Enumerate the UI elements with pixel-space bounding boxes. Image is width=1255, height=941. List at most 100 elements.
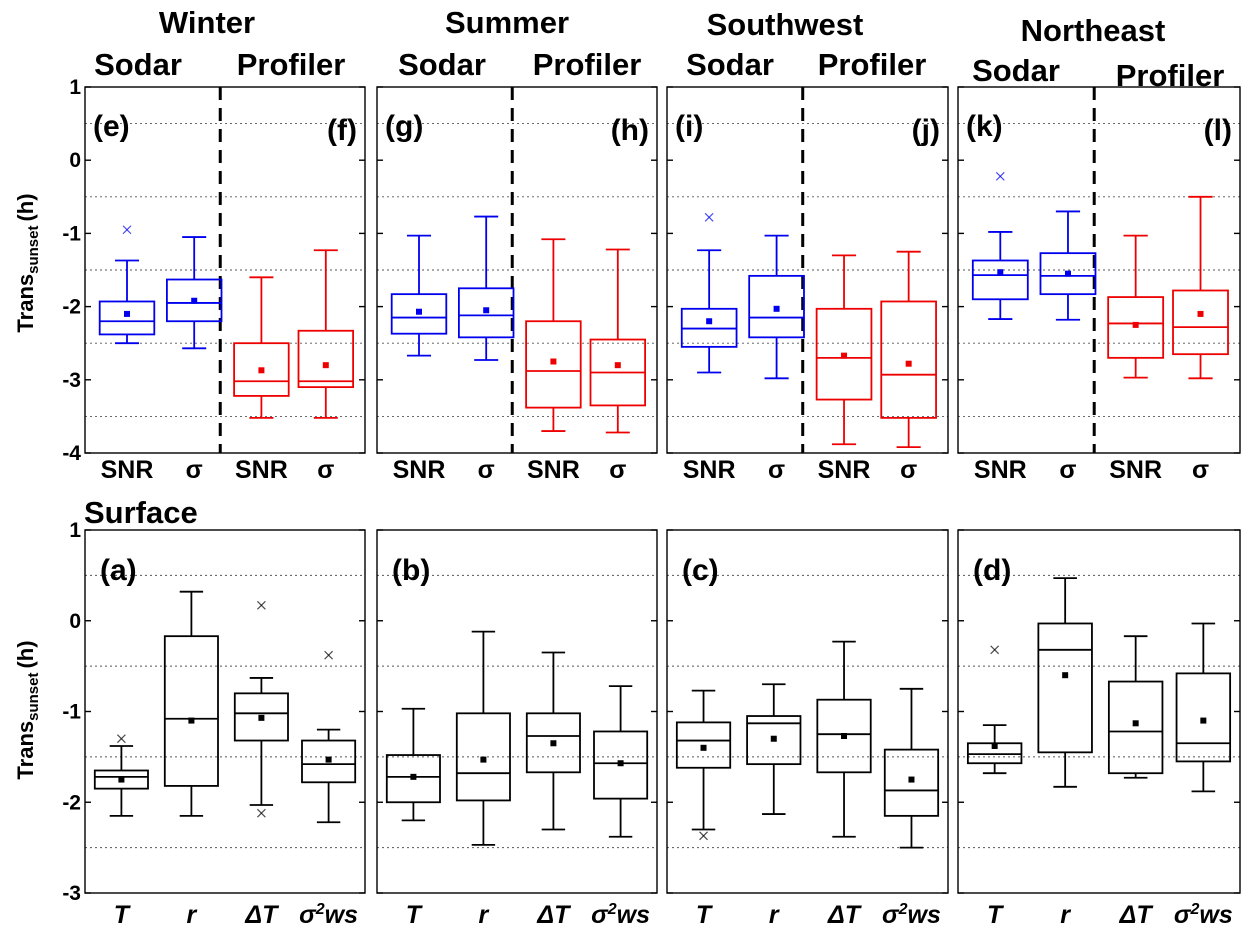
category-label: σ xyxy=(609,456,626,484)
category-label: σ xyxy=(478,456,495,484)
outlier-marker xyxy=(704,212,714,222)
category-label: σ xyxy=(768,456,785,484)
category-label: T xyxy=(987,901,1005,929)
category-label: T xyxy=(696,901,714,929)
category-label: r xyxy=(1060,901,1071,929)
mean-marker xyxy=(483,307,490,314)
category-label: σ2ws xyxy=(1174,901,1233,929)
mean-marker xyxy=(1064,270,1071,277)
mean-marker xyxy=(258,367,265,374)
category-label: σ2ws xyxy=(299,901,358,929)
iqr-box xyxy=(163,635,219,787)
y-tick-label: -4 xyxy=(62,442,81,465)
mean-marker xyxy=(841,733,848,740)
panel-label: (j) xyxy=(912,114,940,147)
mean-marker xyxy=(1132,720,1139,727)
mean-marker xyxy=(124,310,130,317)
iqr-box xyxy=(457,287,515,339)
category-label: SNR xyxy=(683,456,736,484)
mean-marker xyxy=(614,362,621,369)
box-4 xyxy=(1175,622,1232,793)
mean-marker xyxy=(1132,321,1139,328)
outlier-marker xyxy=(116,734,126,744)
y-tick-label: -2 xyxy=(62,296,81,319)
subtitle-sodar-northeast: Sodar xyxy=(972,53,1060,88)
iqr-box xyxy=(1175,672,1232,763)
mean-marker xyxy=(770,735,777,742)
panel-top-summer: (g) (h) SNR σ SNR σ xyxy=(376,86,658,484)
mean-marker xyxy=(480,756,487,763)
iqr-box xyxy=(971,259,1029,301)
subtitle-profiler-northeast: Profiler xyxy=(1116,58,1225,93)
mean-marker xyxy=(1062,672,1069,679)
box-1 xyxy=(966,645,1023,775)
y-tick-label: 0 xyxy=(69,610,81,633)
y-axis-label-top: Transsunset(h) xyxy=(13,193,42,332)
y-tick-label: 1 xyxy=(69,519,81,542)
iqr-box xyxy=(233,692,289,742)
panel-bottom-southwest: (c) T r ΔT σ2ws xyxy=(666,529,949,929)
outlier-marker xyxy=(995,171,1005,181)
iqr-box xyxy=(746,715,802,766)
category-label: SNR xyxy=(527,456,580,484)
box-1 xyxy=(390,234,448,357)
box-3 xyxy=(1107,635,1164,779)
y-tick-label: -2 xyxy=(62,791,81,814)
category-label: SNR xyxy=(974,456,1027,484)
mean-marker xyxy=(773,305,780,312)
iqr-box xyxy=(1039,252,1097,296)
panel-label: (d) xyxy=(973,554,1011,587)
category-label: r xyxy=(769,901,780,929)
box-1 xyxy=(385,707,441,822)
box-4 xyxy=(589,248,646,434)
box-4 xyxy=(301,650,357,824)
y-tick-label: -3 xyxy=(62,882,81,905)
box-2 xyxy=(748,234,805,380)
y-tick-label: 0 xyxy=(69,149,81,172)
iqr-box xyxy=(93,769,149,790)
iqr-box xyxy=(675,721,732,769)
iqr-box xyxy=(165,278,223,323)
panel-frame xyxy=(957,86,1241,454)
box-2 xyxy=(165,236,223,350)
iqr-box xyxy=(1172,289,1229,356)
mean-marker xyxy=(706,318,713,325)
subtitle-sodar-winter: Sodar xyxy=(94,47,182,82)
box-2 xyxy=(1037,577,1093,788)
season-title-winter: Winter xyxy=(159,5,255,40)
iqr-box xyxy=(455,712,511,802)
mean-marker xyxy=(841,352,848,359)
season-title-northeast: Northeast xyxy=(1021,13,1166,48)
iqr-box xyxy=(297,329,354,389)
box-1 xyxy=(971,171,1029,320)
box-1 xyxy=(680,212,738,374)
iqr-box xyxy=(1107,680,1164,775)
subtitle-profiler-southwest: Profiler xyxy=(818,47,927,82)
panel-label: (b) xyxy=(392,554,430,587)
box-4 xyxy=(593,685,649,838)
category-label: σ xyxy=(1192,456,1209,484)
category-label: r xyxy=(479,901,490,929)
outlier-marker xyxy=(256,600,266,610)
panel-label: (c) xyxy=(682,554,719,587)
mean-marker xyxy=(325,756,332,763)
iqr-box xyxy=(883,748,940,817)
category-label: SNR xyxy=(101,456,154,484)
category-label: T xyxy=(114,901,132,929)
panel-top-winter: 1 0 -1 -2 -3 -4 (e) (f) SNR σ SNR σ xyxy=(62,76,366,484)
box-2 xyxy=(455,630,511,846)
box-4 xyxy=(883,687,940,849)
panel-frame xyxy=(84,86,366,454)
panel-frame xyxy=(666,86,949,454)
box-3 xyxy=(525,651,581,831)
iqr-box xyxy=(233,342,290,397)
category-label: r xyxy=(187,901,198,929)
mean-marker xyxy=(416,308,422,315)
iqr-box xyxy=(815,307,873,401)
panel-label: (l) xyxy=(1204,114,1232,147)
box-4 xyxy=(880,250,937,449)
category-label: σ xyxy=(900,456,917,484)
outlier-marker xyxy=(324,650,334,660)
panel-label: (g) xyxy=(385,110,423,143)
subtitle-profiler-summer: Profiler xyxy=(533,47,642,82)
